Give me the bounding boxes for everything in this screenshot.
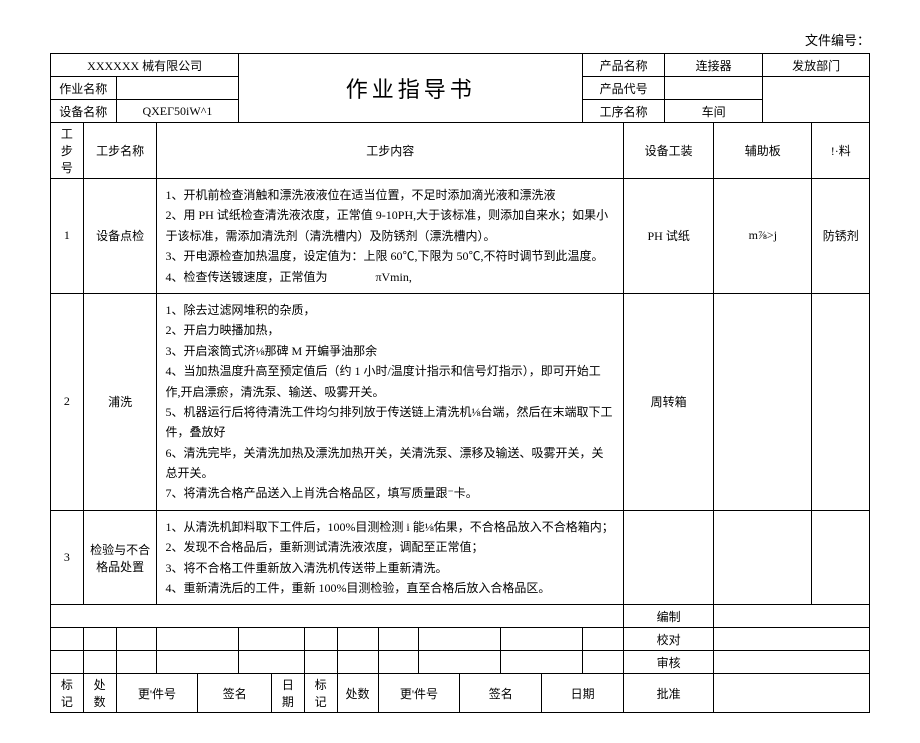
step-aux — [714, 510, 812, 605]
workshop-label: 车间 — [665, 100, 763, 123]
product-code-label: 产品代号 — [583, 77, 665, 100]
product-name-value: 连接器 — [665, 54, 763, 77]
step-mat: 防锈剂 — [812, 179, 870, 294]
step-name: 浦洗 — [83, 293, 157, 510]
step-no: 1 — [51, 179, 84, 294]
approve-value — [714, 674, 870, 713]
col-step-content: 工步内容 — [157, 123, 624, 179]
place-label-2: 处数 — [337, 674, 378, 713]
doc-number-label: 文件编号： — [50, 30, 870, 49]
equip-name-value: QXEΓ50iW^1 — [116, 100, 239, 123]
step-equip: PH 试纸 — [624, 179, 714, 294]
sign-label-1: 签名 — [198, 674, 272, 713]
step-no: 2 — [51, 293, 84, 510]
date-label-2: 日期 — [542, 674, 624, 713]
mark-label-2: 标记 — [304, 674, 337, 713]
step-content: 1、除去过滤网堆积的杂质， 2、开启力映播加热， 3、开启滚筒式济⅛那碑 M 开… — [157, 293, 624, 510]
compile-value — [714, 605, 870, 628]
step-content: 1、开机前检查消触和漂洗液液位在适当位置，不足时添加滴光液和漂洗液 2、用 PH… — [157, 179, 624, 294]
empty-cell — [51, 605, 624, 628]
review-value — [714, 651, 870, 674]
proof-label: 校对 — [624, 628, 714, 651]
mark-label: 标记 — [51, 674, 84, 713]
step-name: 检验与不合格品处置 — [83, 510, 157, 605]
review-label: 审核 — [624, 651, 714, 674]
issue-dept-label: 发放部门 — [763, 54, 870, 77]
proof-value — [714, 628, 870, 651]
product-name-label: 产品名称 — [583, 54, 665, 77]
step-no: 3 — [51, 510, 84, 605]
product-code-value — [665, 77, 763, 100]
step-mat — [812, 510, 870, 605]
step-equip: 周转箱 — [624, 293, 714, 510]
step-equip — [624, 510, 714, 605]
main-table: XXXXXX 械有限公司 作业指导书 产品名称 连接器 发放部门 作业名称 产品… — [50, 53, 870, 713]
issue-dept-value — [763, 77, 870, 123]
col-step-no: 工步号 — [51, 123, 84, 179]
change-no-label-2: 更'件号 — [378, 674, 460, 713]
process-name-label: 工序名称 — [583, 100, 665, 123]
step-content: 1、从清洗机卸料取下工件后，100%目测检测 i 能⅛佑果，不合格品放入不合格箱… — [157, 510, 624, 605]
col-aux-board: 辅助板 — [714, 123, 812, 179]
step-mat — [812, 293, 870, 510]
job-name-value — [116, 77, 239, 100]
approve-label: 批准 — [624, 674, 714, 713]
date-label-1: 日期 — [272, 674, 305, 713]
compile-label: 编制 — [624, 605, 714, 628]
step-aux — [714, 293, 812, 510]
sign-label-2: 签名 — [460, 674, 542, 713]
job-name-label: 作业名称 — [51, 77, 117, 100]
change-no-label: 更'件号 — [116, 674, 198, 713]
col-material: !·料 — [812, 123, 870, 179]
col-step-name: 工步名称 — [83, 123, 157, 179]
equip-name-label: 设备名称 — [51, 100, 117, 123]
doc-title: 作业指导书 — [239, 54, 583, 123]
company-name: XXXXXX 械有限公司 — [51, 54, 239, 77]
place-label: 处数 — [83, 674, 116, 713]
step-name: 设备点检 — [83, 179, 157, 294]
step-aux: m⅞>j — [714, 179, 812, 294]
col-equip-fixture: 设备工装 — [624, 123, 714, 179]
